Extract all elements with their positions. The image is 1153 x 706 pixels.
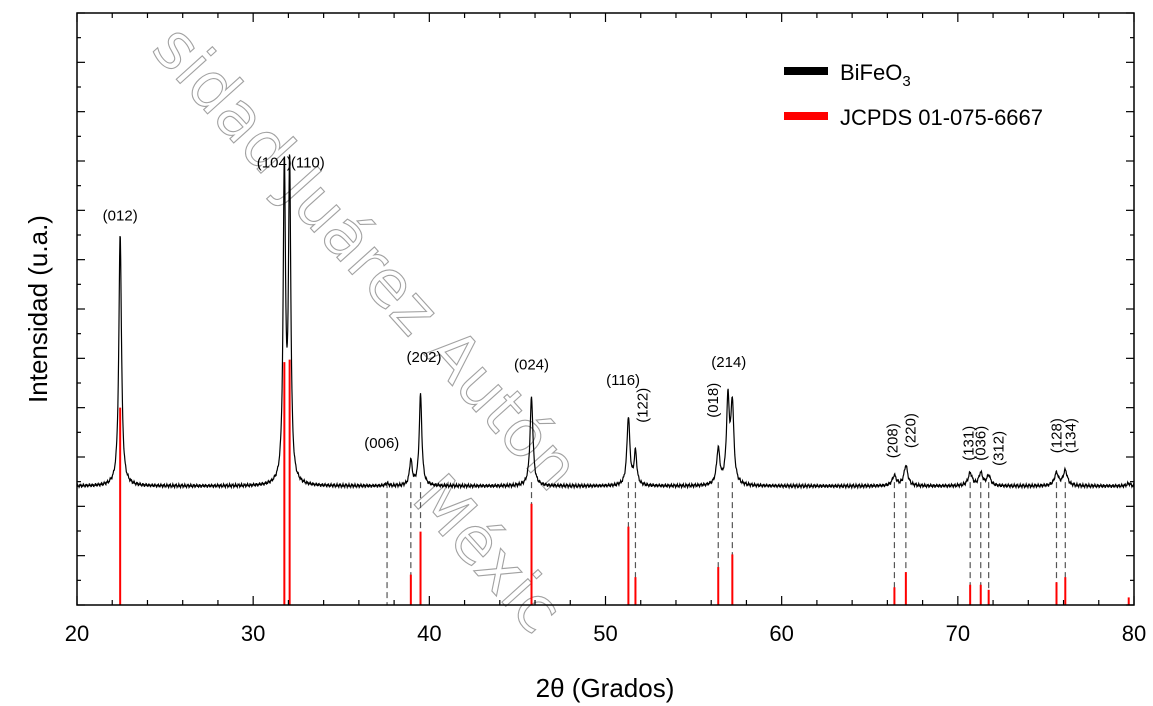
x-axis-title-prefix: 2 — [536, 673, 550, 703]
peak-label-11: (220) — [902, 413, 919, 448]
peak-label-9: (214) — [711, 354, 746, 371]
peak-label-10: (208) — [885, 423, 902, 458]
legend-label-bifeo3-main: BiFeO — [840, 60, 902, 85]
x-tick-labels: 20 30 40 50 60 70 80 — [65, 621, 1146, 646]
peak-label-0: (012) — [103, 207, 138, 224]
peak-label-14: (312) — [990, 431, 1007, 466]
x-tick-label-40: 40 — [417, 621, 441, 646]
x-tick-label-80: 80 — [1122, 621, 1146, 646]
x-tick-label-20: 20 — [65, 621, 89, 646]
jcpds-sticks — [119, 359, 1130, 605]
peak-label-6: (116) — [606, 372, 640, 389]
x-tick-label-60: 60 — [769, 621, 793, 646]
peak-annotations: (012) (104) (110) (006) (202) (024) (116)(122)… — [103, 154, 1080, 466]
x-tick-label-70: 70 — [946, 621, 970, 646]
x-tick-label-30: 30 — [241, 621, 265, 646]
x-axis-title-suffix: (Grados) — [565, 673, 675, 703]
peak-label-16: (134) — [1063, 418, 1080, 453]
x-axis-title-symbol: θ — [550, 673, 564, 703]
axis-ticks — [76, 12, 1135, 606]
legend-swatch-jcpds — [784, 112, 828, 120]
peak-label-1: (104) — [257, 154, 292, 171]
x-axis-title: 2θ (Grados) — [536, 673, 675, 703]
watermark-text-1: sidad Juárez Autón — [138, 11, 593, 505]
peak-label-8: (018) — [705, 383, 722, 418]
watermark: sidad Juárez Autón Méxic — [138, 11, 594, 649]
reference-lines — [119, 482, 1066, 605]
peak-label-4: (202) — [406, 349, 441, 366]
legend-label-bifeo3: BiFeO3 — [840, 60, 911, 90]
peak-label-12: (131) — [960, 426, 977, 461]
peak-label-2: (110) — [291, 154, 325, 171]
legend: BiFeO3 JCPDS 01-075-6667 — [784, 60, 1043, 130]
peak-label-7: (122) — [635, 388, 652, 423]
peak-label-13: (036) — [973, 426, 990, 461]
peak-label-3: (006) — [364, 435, 399, 452]
bifeo3-pattern-line — [76, 154, 1135, 490]
legend-label-bifeo3-sub: 3 — [902, 73, 910, 90]
legend-swatch-bifeo3 — [784, 67, 828, 75]
legend-label-jcpds: JCPDS 01-075-6667 — [840, 105, 1043, 130]
y-axis-title: Intensidad (u.a.) — [23, 215, 53, 403]
peak-label-15: (128) — [1049, 418, 1066, 453]
x-tick-label-50: 50 — [593, 621, 617, 646]
peak-label-5: (024) — [514, 357, 549, 374]
